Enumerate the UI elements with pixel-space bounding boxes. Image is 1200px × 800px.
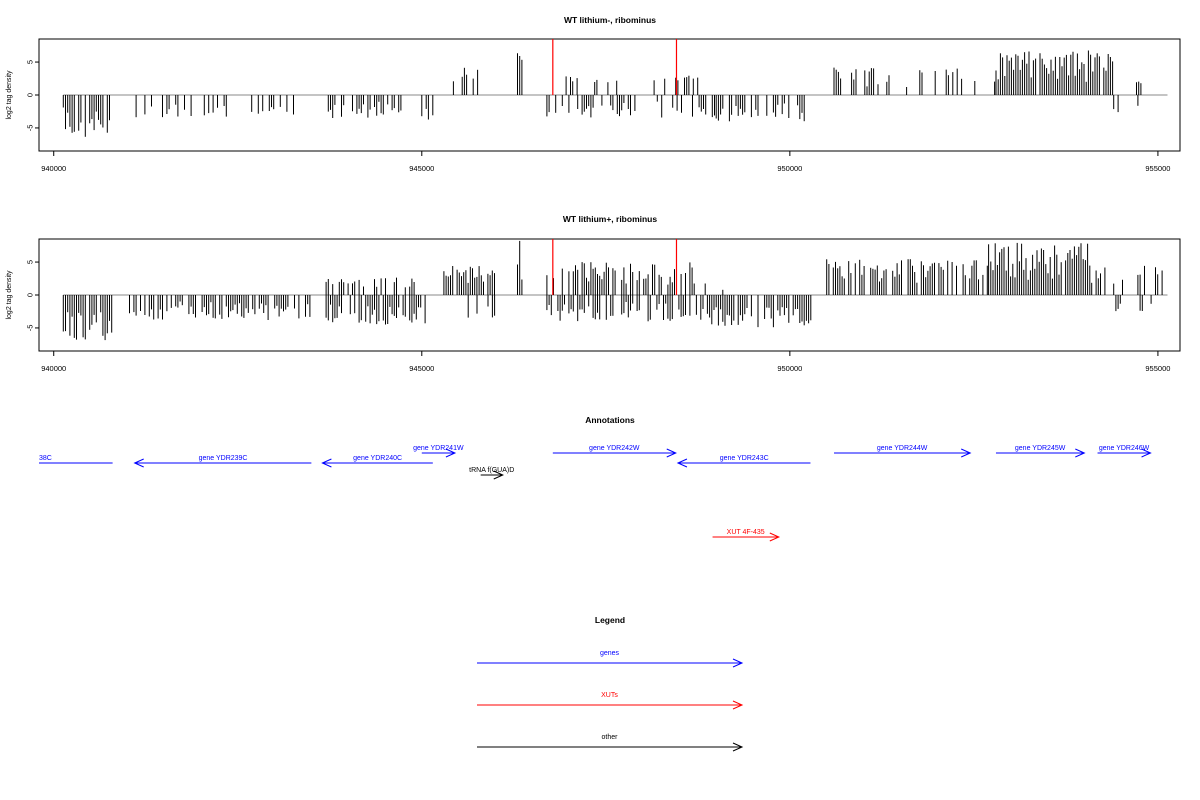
annotation-feature: gene YDR245W bbox=[995, 445, 1086, 458]
arrowhead-left bbox=[321, 458, 332, 468]
feature-label: gene YDR244W bbox=[877, 445, 928, 452]
legend-entries: genes XUTs other bbox=[477, 650, 744, 752]
legend-entry: other bbox=[477, 734, 744, 752]
annotation-feature: gene YDR242W bbox=[552, 445, 677, 458]
annotation-feature: gene YDR241W bbox=[413, 445, 464, 458]
arrowhead-right bbox=[961, 448, 972, 458]
arrowhead-right bbox=[666, 448, 677, 458]
arrowhead-left bbox=[676, 458, 688, 468]
feature-label: gene YDR239C bbox=[199, 455, 248, 462]
annotations-title: Annotations bbox=[585, 415, 635, 425]
tag-density-bars bbox=[62, 39, 1168, 137]
x-axis: 940000 945000 950000 955000 bbox=[41, 350, 1170, 373]
annotation-feature: gene YDR239C bbox=[133, 455, 312, 468]
y-axis: -5 0 5 bbox=[26, 60, 40, 131]
feature-label: tRNA f(GUA)D bbox=[469, 467, 514, 474]
annotation-feature: XUT 4F-435 bbox=[712, 529, 781, 542]
annotation-feature: gene YDR243C bbox=[676, 455, 811, 468]
feature-label: XUT 4F-435 bbox=[727, 529, 765, 536]
legend-label: genes bbox=[600, 650, 620, 657]
y-tick-label: 0 bbox=[26, 293, 35, 297]
arrowhead-right bbox=[1141, 448, 1152, 458]
annotation-feature: gene YDR244W bbox=[834, 445, 972, 458]
x-tick-label: 950000 bbox=[777, 364, 802, 373]
feature-label: gene YDR240C bbox=[353, 455, 402, 462]
annotation-feature: 38C bbox=[39, 455, 113, 464]
feature-label: gene YDR243C bbox=[720, 455, 769, 462]
x-axis: 940000 945000 950000 955000 bbox=[41, 150, 1170, 173]
y-axis-label: log2 tag density bbox=[6, 270, 13, 320]
panel-lithium-plus: WT lithium+, ribominus log2 tag density … bbox=[6, 214, 1181, 373]
legend-label: XUTs bbox=[601, 692, 618, 699]
tag-density-bars bbox=[62, 239, 1168, 341]
panel-lithium-minus: WT lithium-, ribominus log2 tag density … bbox=[6, 15, 1181, 173]
x-tick-label: 955000 bbox=[1145, 164, 1170, 173]
x-tick-label: 945000 bbox=[409, 164, 434, 173]
y-axis: -5 0 5 bbox=[26, 260, 40, 331]
legend-entry: XUTs bbox=[477, 692, 744, 710]
x-tick-label: 950000 bbox=[777, 164, 802, 173]
legend: Legend genes XUTs other bbox=[477, 615, 744, 752]
y-axis-label: log2 tag density bbox=[6, 70, 13, 120]
arrowhead-right bbox=[732, 742, 744, 752]
arrowhead-right bbox=[1075, 448, 1086, 458]
y-tick-label: -5 bbox=[26, 325, 35, 332]
x-tick-label: 940000 bbox=[41, 364, 66, 373]
feature-label: gene YDR241W bbox=[413, 445, 464, 452]
arrowhead-left bbox=[133, 458, 144, 468]
feature-label: gene YDR245W bbox=[1015, 445, 1066, 452]
y-tick-label: -5 bbox=[26, 125, 35, 132]
annotation-feature: gene YDR240C bbox=[321, 455, 433, 468]
annotation-feature: tRNA f(GUA)D bbox=[469, 467, 514, 480]
arrowhead-right bbox=[493, 470, 504, 480]
x-tick-label: 945000 bbox=[409, 364, 434, 373]
y-tick-label: 5 bbox=[26, 60, 35, 64]
panel-title: WT lithium+, ribominus bbox=[563, 214, 657, 224]
y-tick-label: 5 bbox=[26, 260, 35, 264]
feature-label: gene YDR246W bbox=[1099, 445, 1150, 452]
x-tick-label: 940000 bbox=[41, 164, 66, 173]
legend-title: Legend bbox=[595, 615, 625, 625]
legend-label: other bbox=[602, 734, 619, 741]
x-tick-label: 955000 bbox=[1145, 364, 1170, 373]
arrowhead-right bbox=[769, 532, 781, 542]
feature-label: 38C bbox=[39, 455, 52, 462]
annotations-track: Annotations 38C gene YDR239C gene YDR240C g… bbox=[39, 415, 1152, 542]
panel-title: WT lithium-, ribominus bbox=[564, 15, 656, 25]
feature-label: gene YDR242W bbox=[589, 445, 640, 452]
y-tick-label: 0 bbox=[26, 93, 35, 97]
arrowhead-right bbox=[732, 658, 744, 668]
legend-entry: genes bbox=[477, 650, 744, 668]
annotation-features: 38C gene YDR239C gene YDR240C gene YDR241W t… bbox=[39, 445, 1152, 542]
annotation-feature: gene YDR246W bbox=[1097, 445, 1152, 458]
arrowhead-right bbox=[732, 700, 744, 710]
arrowhead-right bbox=[445, 448, 457, 458]
